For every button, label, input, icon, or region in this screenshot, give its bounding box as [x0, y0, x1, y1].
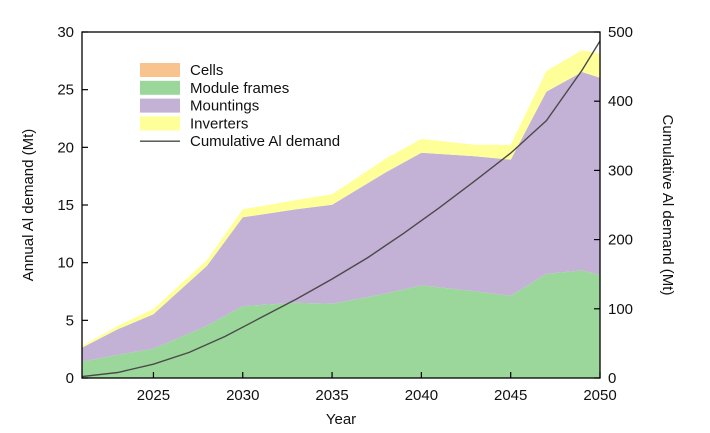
area-inverters [82, 50, 600, 348]
y-axis-left: 0 5 10 15 20 25 30 [57, 24, 88, 387]
legend-swatch-cells [140, 63, 180, 77]
legend-label: Inverters [190, 115, 248, 132]
legend-label: Cells [190, 62, 223, 79]
x-tick-label: 2035 [315, 387, 348, 404]
cumulative-line [81, 40, 601, 378]
y-right-tick-label: 100 [608, 301, 633, 318]
area-module-frames [82, 270, 600, 378]
y-axis-right-title: Cumulative Al demand (Mt) [659, 115, 676, 296]
x-tick-label: 2045 [494, 387, 527, 404]
y-axis-left-title: Annual Al demand (Mt) [20, 129, 37, 282]
y-axis-right: 0 100 200 300 400 500 [594, 24, 633, 387]
x-tick-label: 2050 [583, 387, 616, 404]
legend-label: Cumulative Al demand [190, 133, 340, 150]
y-right-tick-label: 300 [608, 162, 633, 179]
y-right-tick-label: 400 [608, 93, 633, 110]
x-tick-label: 2025 [137, 387, 170, 404]
y-right-tick-label: 500 [608, 24, 633, 41]
legend-label: Module frames [190, 80, 289, 97]
legend-swatch-mountings [140, 98, 180, 113]
y-left-tick-label: 30 [57, 24, 74, 41]
area-mountings [82, 72, 600, 362]
y-left-tick-label: 15 [57, 197, 74, 214]
y-right-tick-label: 200 [608, 232, 633, 249]
legend-swatch-module-frames [140, 80, 180, 95]
x-tick-label: 2040 [405, 387, 438, 404]
x-axis: 2025 2030 2035 2040 2045 2050 [137, 372, 617, 404]
legend-label: Mountings [190, 98, 259, 115]
x-tick-label: 2030 [226, 387, 259, 404]
y-right-tick-label: 0 [608, 370, 616, 387]
y-left-tick-label: 5 [66, 312, 74, 329]
y-left-tick-label: 20 [57, 139, 74, 156]
y-left-tick-label: 0 [66, 370, 74, 387]
legend-swatch-inverters [140, 116, 180, 131]
y-left-tick-label: 25 [57, 82, 74, 99]
y-left-tick-label: 10 [57, 255, 74, 272]
x-axis-title: Year [326, 411, 356, 428]
